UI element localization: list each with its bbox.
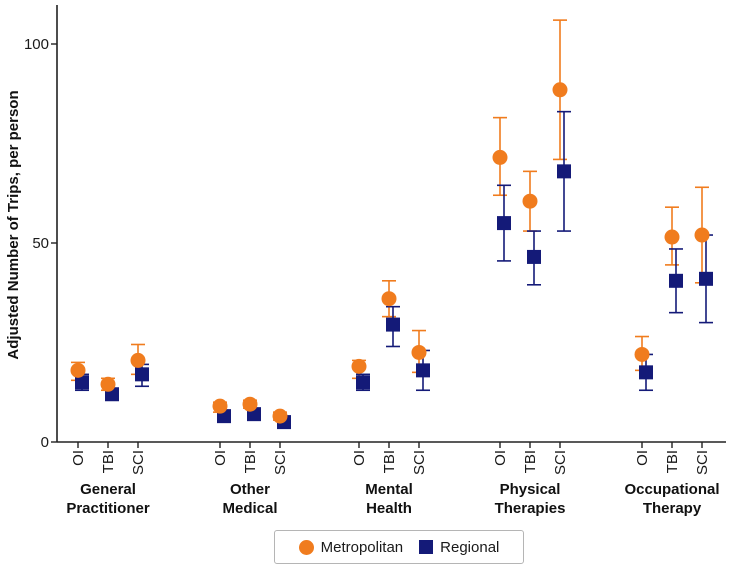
x-group-label: Other Medical <box>222 481 277 517</box>
x-category-label: SCI <box>272 450 289 475</box>
x-category-label: TBI <box>100 450 117 473</box>
error-bars <box>71 19 713 427</box>
legend-item-metropolitan: Metropolitan <box>298 538 404 556</box>
data-point-metropolitan <box>381 291 397 307</box>
x-category-label: OI <box>634 450 651 466</box>
y-tick-label: 0 <box>41 434 49 451</box>
x-category-label: OI <box>70 450 87 466</box>
legend-circle-icon <box>298 539 314 555</box>
data-point-metropolitan <box>411 344 427 360</box>
data-point-regional <box>75 375 89 390</box>
data-point-metropolitan <box>492 149 508 165</box>
data-point-regional <box>497 216 511 231</box>
data-point-metropolitan <box>272 408 288 424</box>
y-tick-label: 100 <box>24 36 49 53</box>
data-point-regional <box>557 164 571 179</box>
x-category-label: SCI <box>694 450 711 475</box>
axes: 0 50 100 <box>24 5 726 451</box>
y-axis-label: Adjusted Number of Trips, per person <box>5 90 22 359</box>
data-markers <box>70 82 713 430</box>
data-point-regional <box>639 365 653 380</box>
data-point-regional <box>699 271 713 286</box>
x-category-label: OI <box>351 450 368 466</box>
x-axis-labels: OI TBI SCI General Practitioner OI TBI SCI Other… <box>66 450 719 517</box>
data-point-metropolitan <box>694 227 710 243</box>
x-category-label: OI <box>212 450 229 466</box>
legend-label-metropolitan: Metropolitan <box>320 538 404 556</box>
x-category-label: TBI <box>522 450 539 473</box>
data-point-metropolitan <box>552 82 568 98</box>
x-category-label: TBI <box>381 450 398 473</box>
legend-label-regional: Regional <box>440 538 500 556</box>
data-point-regional <box>135 367 149 382</box>
x-group-label: General Practitioner <box>66 481 150 517</box>
x-category-label: TBI <box>664 450 681 473</box>
data-point-metropolitan <box>70 362 86 378</box>
data-point-regional <box>527 249 541 264</box>
x-group-label: Occupational Therapy <box>624 481 719 517</box>
data-point-metropolitan <box>634 346 650 362</box>
legend-item-regional: Regional <box>419 539 499 556</box>
data-point-metropolitan <box>212 398 228 414</box>
data-point-metropolitan <box>351 358 367 374</box>
x-category-label: OI <box>492 450 509 466</box>
data-point-metropolitan <box>664 229 680 245</box>
x-category-label: SCI <box>411 450 428 475</box>
x-category-label: SCI <box>552 450 569 475</box>
x-category-label: TBI <box>242 450 259 473</box>
legend: Metropolitan Regional <box>274 530 524 564</box>
data-point-metropolitan <box>100 376 116 392</box>
x-group-label: Mental Health <box>365 481 413 517</box>
legend-square-icon <box>419 540 434 554</box>
data-point-regional <box>669 273 683 288</box>
x-group-label: Physical Therapies <box>495 481 566 517</box>
data-point-regional <box>386 317 400 332</box>
x-category-label: SCI <box>130 450 147 475</box>
data-point-regional <box>416 363 430 378</box>
data-point-metropolitan <box>130 352 146 368</box>
data-point-regional <box>356 375 370 390</box>
y-tick-label: 50 <box>32 235 49 252</box>
data-point-metropolitan <box>522 193 538 209</box>
data-point-metropolitan <box>242 396 258 412</box>
